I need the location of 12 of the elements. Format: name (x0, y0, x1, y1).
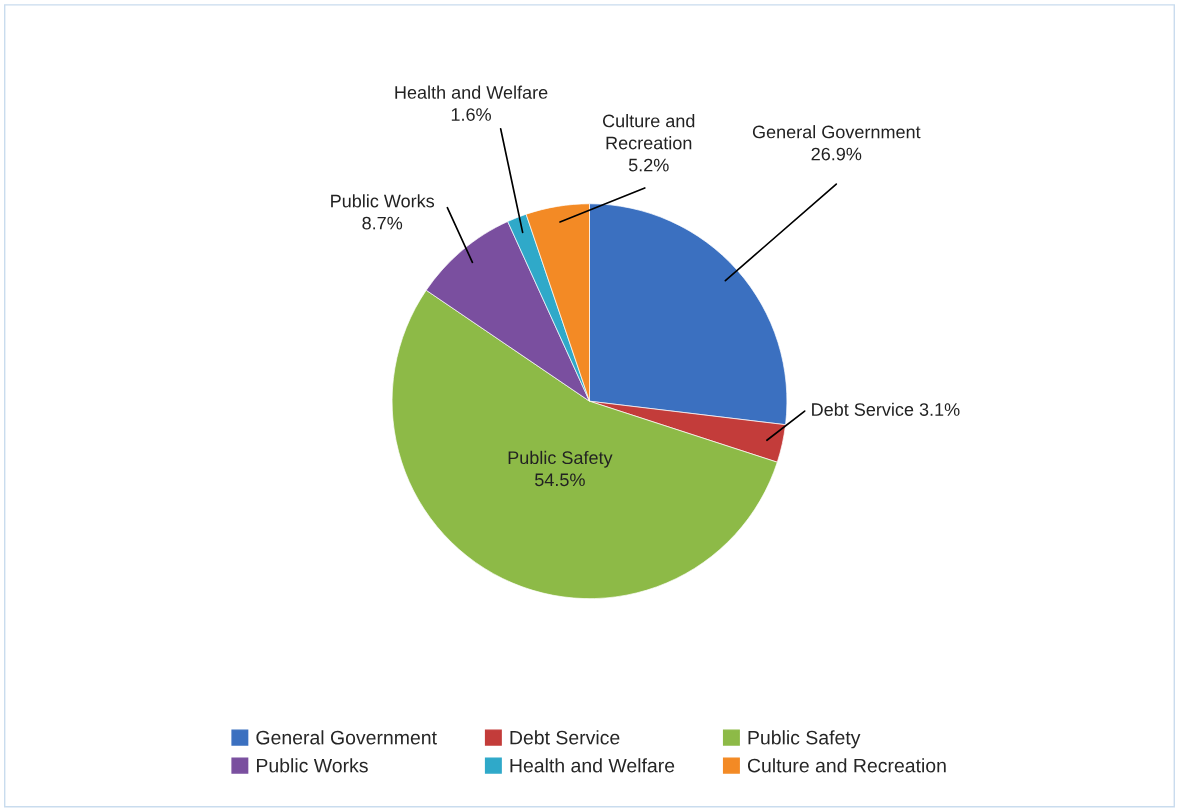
legend-label: Health and Welfare (510, 758, 675, 773)
legend-label: General Government (256, 730, 437, 745)
data-label: General Government 26.9% (752, 125, 921, 161)
data-label: Culture and Recreation 5.2% (602, 114, 695, 172)
legend-label: Culture and Recreation (747, 758, 946, 773)
data-label: Debt Service 3.1% (812, 402, 960, 416)
legend-label: Debt Service (510, 730, 620, 745)
legend-label: Public Works (257, 758, 368, 773)
data-label: Health and Welfare 1.6% (395, 85, 548, 121)
legend-label: Public Safety (748, 730, 861, 749)
data-label: Public Works 8.7% (331, 194, 435, 230)
data-label: Public Safety 54.5% (508, 450, 613, 487)
